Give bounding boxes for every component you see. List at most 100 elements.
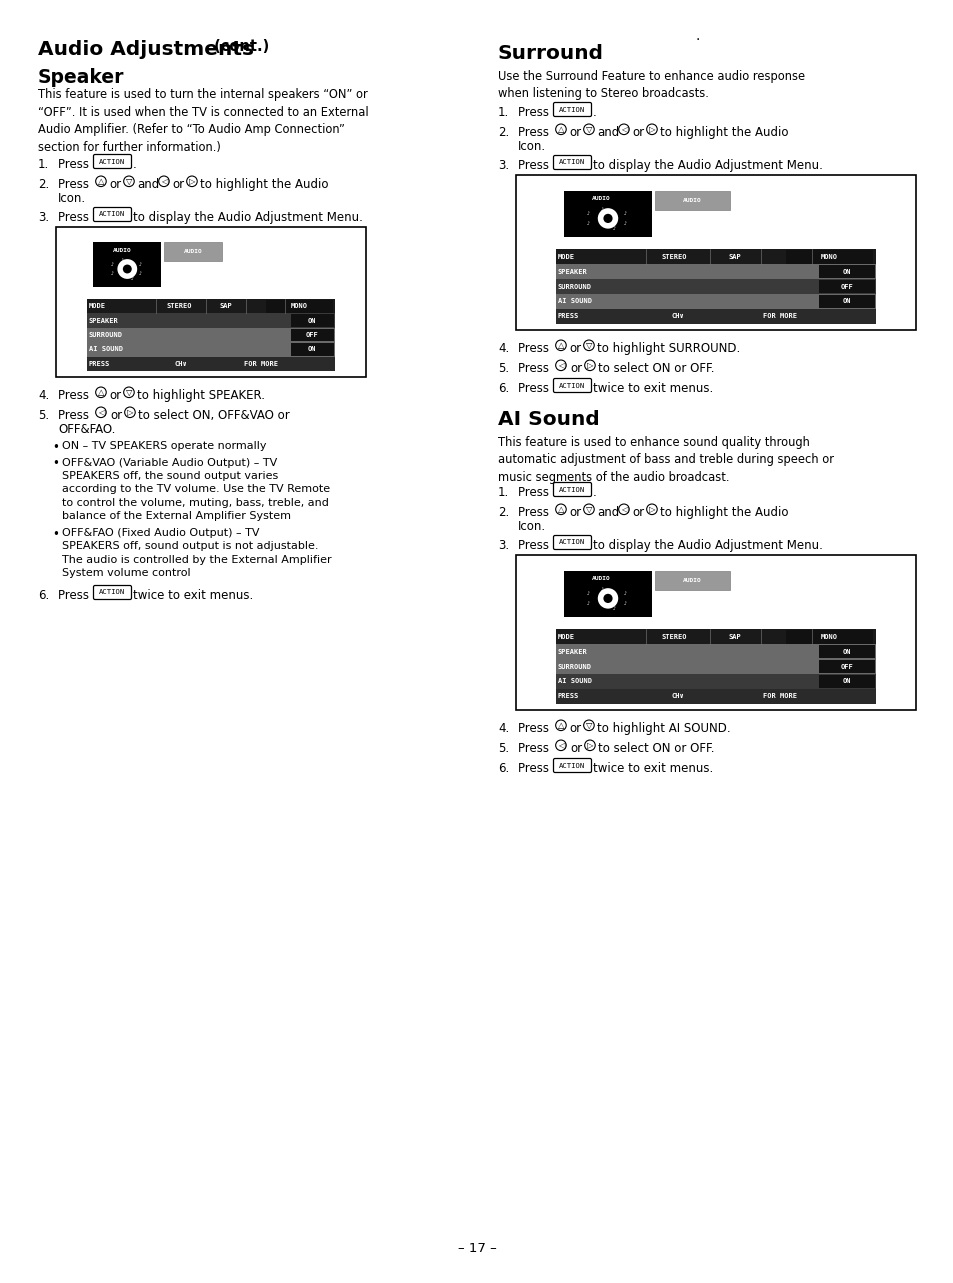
Text: ♪: ♪ xyxy=(131,276,133,281)
Text: ACTION: ACTION xyxy=(99,159,126,164)
Text: Press: Press xyxy=(58,178,92,191)
Bar xyxy=(56,227,366,377)
Text: ♪: ♪ xyxy=(111,262,113,267)
Text: Surround: Surround xyxy=(497,44,603,63)
Text: AI SOUND: AI SOUND xyxy=(558,679,592,684)
Text: •: • xyxy=(52,458,59,471)
Text: 3.: 3. xyxy=(497,539,509,552)
Bar xyxy=(556,674,875,689)
Bar xyxy=(818,645,874,658)
Text: ACTION: ACTION xyxy=(558,486,585,493)
Text: or: or xyxy=(569,742,581,754)
FancyBboxPatch shape xyxy=(553,155,591,169)
Text: .: . xyxy=(593,486,597,499)
Bar xyxy=(556,249,875,264)
Text: CH∨: CH∨ xyxy=(671,313,683,319)
Text: or: or xyxy=(172,178,184,191)
Text: to highlight AI SOUND.: to highlight AI SOUND. xyxy=(597,722,730,735)
Circle shape xyxy=(117,259,137,278)
Text: 1.: 1. xyxy=(497,106,509,119)
Text: ▽: ▽ xyxy=(585,721,592,730)
Text: .: . xyxy=(132,158,136,171)
Text: 1.: 1. xyxy=(38,158,50,171)
Text: and: and xyxy=(137,178,159,191)
Text: ♪: ♪ xyxy=(599,207,602,212)
Bar xyxy=(93,242,161,287)
Text: to select ON, OFF&VAO or: to select ON, OFF&VAO or xyxy=(138,409,290,422)
FancyBboxPatch shape xyxy=(553,103,591,117)
Bar xyxy=(818,280,874,293)
Text: FOR MORE: FOR MORE xyxy=(762,693,796,699)
Text: ♪: ♪ xyxy=(121,258,124,263)
Text: ▽: ▽ xyxy=(126,177,132,186)
Text: ACTION: ACTION xyxy=(558,539,585,545)
Bar xyxy=(556,294,875,309)
Text: Press: Press xyxy=(58,158,92,171)
Text: CH∨: CH∨ xyxy=(671,693,683,699)
Bar xyxy=(563,190,651,237)
Text: PRESS: PRESS xyxy=(558,693,578,699)
Text: MODE: MODE xyxy=(89,303,106,309)
Bar xyxy=(655,571,729,590)
Text: ▽: ▽ xyxy=(585,124,592,133)
Bar xyxy=(516,556,915,709)
Text: MODE: MODE xyxy=(558,634,575,640)
Text: ▽: ▽ xyxy=(126,387,132,396)
Text: This feature is used to enhance sound quality through
automatic adjustment of ba: This feature is used to enhance sound qu… xyxy=(497,436,833,484)
Text: and: and xyxy=(597,506,618,520)
Bar xyxy=(87,343,335,357)
Text: ♪: ♪ xyxy=(111,272,113,276)
Text: △: △ xyxy=(558,504,563,513)
Text: 2.: 2. xyxy=(38,178,50,191)
Text: OFF: OFF xyxy=(840,663,853,670)
Text: ▽: ▽ xyxy=(585,341,592,350)
Text: ACTION: ACTION xyxy=(558,106,585,113)
Text: SAP: SAP xyxy=(728,634,740,640)
Bar xyxy=(265,299,333,313)
Text: ON: ON xyxy=(841,299,850,304)
Text: ACTION: ACTION xyxy=(558,159,585,166)
Text: Press: Press xyxy=(517,486,552,499)
Text: .: . xyxy=(695,30,700,44)
Text: 5.: 5. xyxy=(497,742,509,754)
Text: ♪: ♪ xyxy=(586,210,589,216)
FancyBboxPatch shape xyxy=(93,585,132,599)
Text: SAP: SAP xyxy=(219,303,232,309)
Text: OFF: OFF xyxy=(306,332,318,337)
Text: ♪: ♪ xyxy=(623,590,626,595)
Text: 1.: 1. xyxy=(497,486,509,499)
Text: Use the Surround Feature to enhance audio response
when listening to Stereo broa: Use the Surround Feature to enhance audi… xyxy=(497,71,804,100)
FancyBboxPatch shape xyxy=(553,482,591,497)
Text: ▷: ▷ xyxy=(586,740,593,749)
Bar xyxy=(818,266,874,278)
Text: or: or xyxy=(568,343,580,355)
Text: •: • xyxy=(52,529,59,541)
Text: ♪: ♪ xyxy=(599,588,602,591)
Text: AI SOUND: AI SOUND xyxy=(89,346,123,353)
Text: FOR MORE: FOR MORE xyxy=(243,361,277,367)
FancyBboxPatch shape xyxy=(93,154,132,168)
Bar xyxy=(785,630,872,644)
Bar xyxy=(87,299,335,313)
Text: or: or xyxy=(631,506,643,520)
Text: Press: Press xyxy=(517,343,552,355)
Text: AUDIO: AUDIO xyxy=(591,576,610,581)
Text: 4.: 4. xyxy=(497,343,509,355)
Text: STEREO: STEREO xyxy=(166,303,192,309)
Text: ON: ON xyxy=(841,679,850,684)
Bar xyxy=(785,250,872,264)
Text: MODE: MODE xyxy=(558,254,575,260)
Text: STEREO: STEREO xyxy=(661,254,686,260)
Text: STEREO: STEREO xyxy=(661,634,686,640)
Text: Icon.: Icon. xyxy=(517,140,545,153)
Text: AUDIO: AUDIO xyxy=(682,198,701,203)
Text: SPEAKER: SPEAKER xyxy=(89,318,118,323)
Text: ♪: ♪ xyxy=(139,272,142,276)
Text: Press: Press xyxy=(517,106,552,119)
Text: ON: ON xyxy=(308,346,316,353)
Circle shape xyxy=(602,214,612,223)
Text: 2.: 2. xyxy=(497,506,509,520)
Text: SPEAKER: SPEAKER xyxy=(558,268,587,275)
Text: to highlight SURROUND.: to highlight SURROUND. xyxy=(597,343,740,355)
Text: to display the Audio Adjustment Menu.: to display the Audio Adjustment Menu. xyxy=(593,539,822,552)
